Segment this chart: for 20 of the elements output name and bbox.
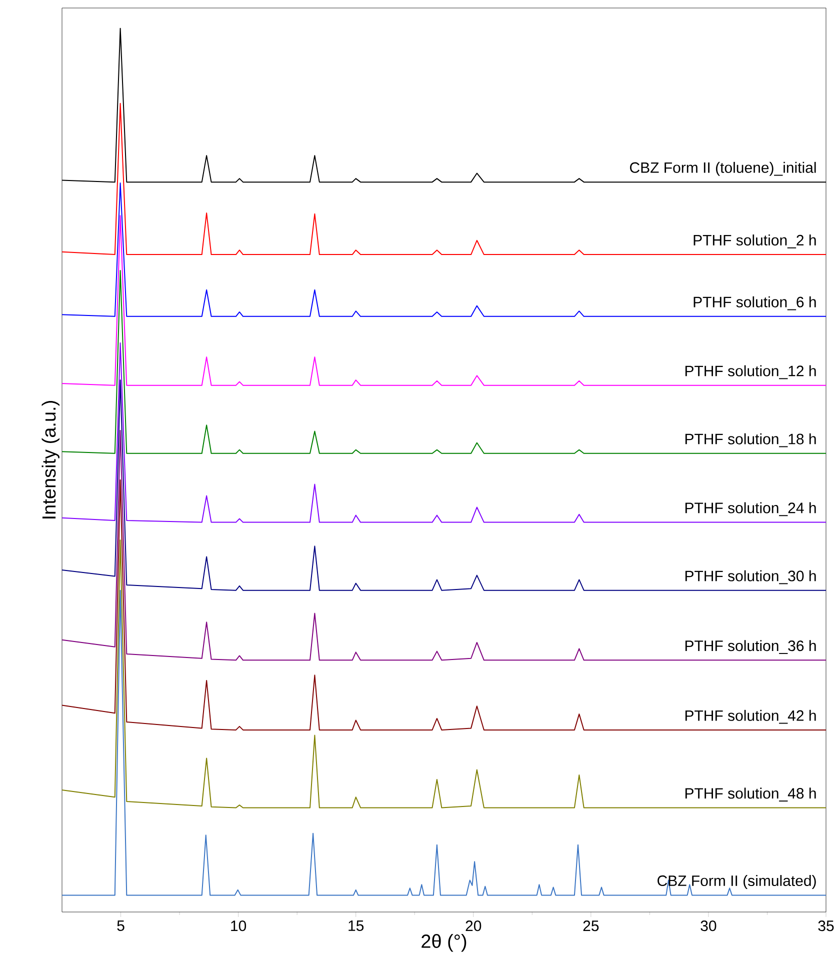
series-label: PTHF solution_18 h xyxy=(685,433,816,448)
series-label: CBZ Form II (simulated) xyxy=(658,875,816,890)
series-label: PTHF solution_24 h xyxy=(685,502,816,516)
series-label: PTHF solution_30 h xyxy=(685,570,816,584)
series-label: CBZ Form II (toluene)_initial xyxy=(630,162,816,176)
series-label: PTHF solution_42 h xyxy=(685,710,816,724)
y-axis-title: Intensity (a.u.) xyxy=(42,401,60,518)
series-label: PTHF solution_12 h xyxy=(685,365,816,380)
series-label: PTHF solution_6 h xyxy=(694,296,816,310)
x-tick-label: 10 xyxy=(231,920,246,932)
x-axis-title: 2θ (°) xyxy=(422,934,466,952)
x-tick-label: 30 xyxy=(700,920,716,932)
x-tick-label: 5 xyxy=(117,920,124,931)
x-tick-label: 25 xyxy=(583,920,599,932)
x-tick-label: 20 xyxy=(466,920,482,932)
series-label: PTHF solution_36 h xyxy=(685,640,816,654)
x-tick-label: 15 xyxy=(348,920,364,931)
series-label: PTHF solution_48 h xyxy=(685,788,816,802)
series-label: PTHF solution_2 h xyxy=(694,234,816,248)
x-tick-label: 35 xyxy=(818,920,834,932)
